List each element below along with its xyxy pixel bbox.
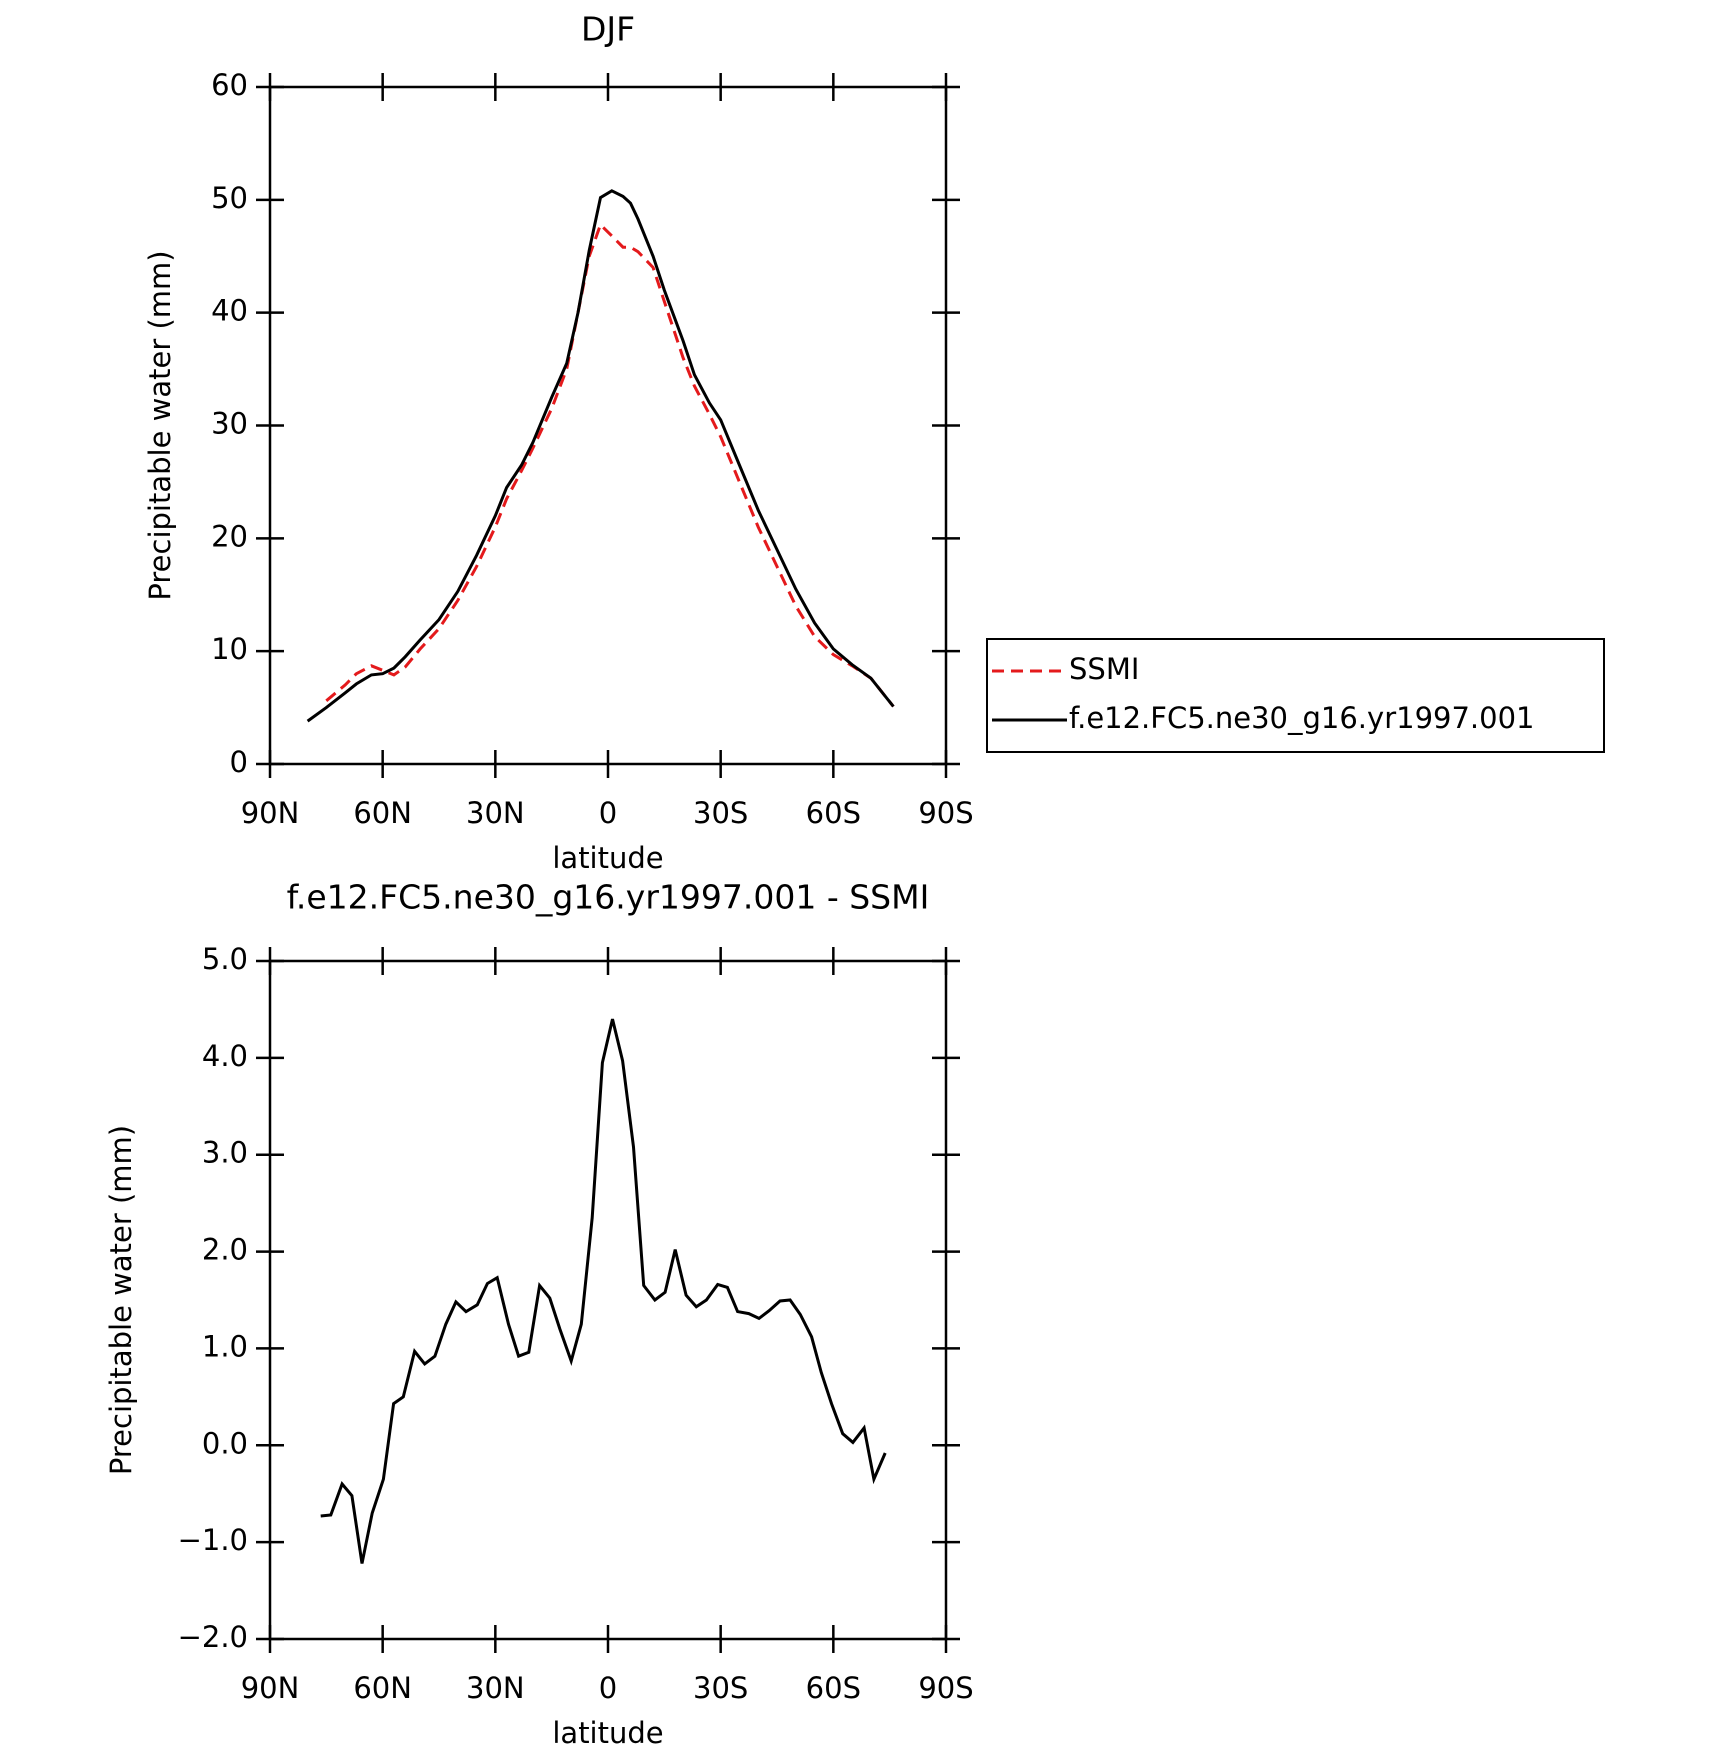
y-tick-label: −1.0 bbox=[178, 1523, 248, 1557]
y-tick-label: 20 bbox=[211, 519, 248, 553]
x-tick-label: 90S bbox=[918, 1671, 973, 1705]
x-tick-label: 0 bbox=[599, 1671, 617, 1705]
x-tick-label: 30S bbox=[693, 1671, 748, 1705]
y-tick-label: 40 bbox=[211, 294, 248, 328]
y-axis-label: Precipitable water (mm) bbox=[143, 250, 177, 600]
y-tick-label: 0.0 bbox=[202, 1426, 248, 1460]
x-tick-label: 90S bbox=[918, 796, 973, 830]
plot-frame bbox=[268, 959, 948, 1641]
x-tick-label: 30S bbox=[693, 796, 748, 830]
data-line bbox=[325, 221, 895, 708]
x-tick-label: 30N bbox=[466, 796, 525, 830]
x-tick-label: 0 bbox=[599, 796, 617, 830]
y-tick-label: 3.0 bbox=[202, 1136, 248, 1170]
x-axis-label: latitude bbox=[552, 841, 663, 875]
y-tick-label: 2.0 bbox=[202, 1233, 248, 1267]
data-line bbox=[306, 189, 895, 723]
y-tick-label: 1.0 bbox=[202, 1329, 248, 1363]
y-tick-label: 10 bbox=[211, 632, 248, 666]
x-tick-label: 60S bbox=[806, 796, 861, 830]
y-tick-label: 5.0 bbox=[202, 942, 248, 976]
chart-title: f.e12.FC5.ne30_g16.yr1997.001 - SSMI bbox=[287, 878, 930, 917]
y-tick-label: −2.0 bbox=[178, 1620, 248, 1654]
y-tick-label: 50 bbox=[211, 181, 248, 215]
x-axis-label: latitude bbox=[552, 1716, 663, 1750]
y-tick-label: 60 bbox=[211, 68, 248, 102]
x-tick-label: 90N bbox=[241, 796, 300, 830]
data-line bbox=[320, 1018, 887, 1564]
x-tick-label: 60S bbox=[806, 1671, 861, 1705]
y-tick-label: 0 bbox=[230, 745, 248, 779]
plot-frame bbox=[268, 85, 948, 766]
x-tick-label: 60N bbox=[353, 1671, 412, 1705]
legend-box bbox=[986, 638, 1605, 753]
x-tick-label: 90N bbox=[241, 1671, 300, 1705]
x-tick-label: 60N bbox=[353, 796, 412, 830]
y-tick-label: 4.0 bbox=[202, 1039, 248, 1073]
y-tick-label: 30 bbox=[211, 407, 248, 441]
legend-label: SSMI bbox=[1069, 652, 1139, 686]
x-tick-label: 30N bbox=[466, 1671, 525, 1705]
y-axis-label: Precipitable water (mm) bbox=[104, 1125, 138, 1475]
chart-title: DJF bbox=[581, 10, 635, 49]
legend-label: f.e12.FC5.ne30_g16.yr1997.001 bbox=[1069, 701, 1535, 735]
